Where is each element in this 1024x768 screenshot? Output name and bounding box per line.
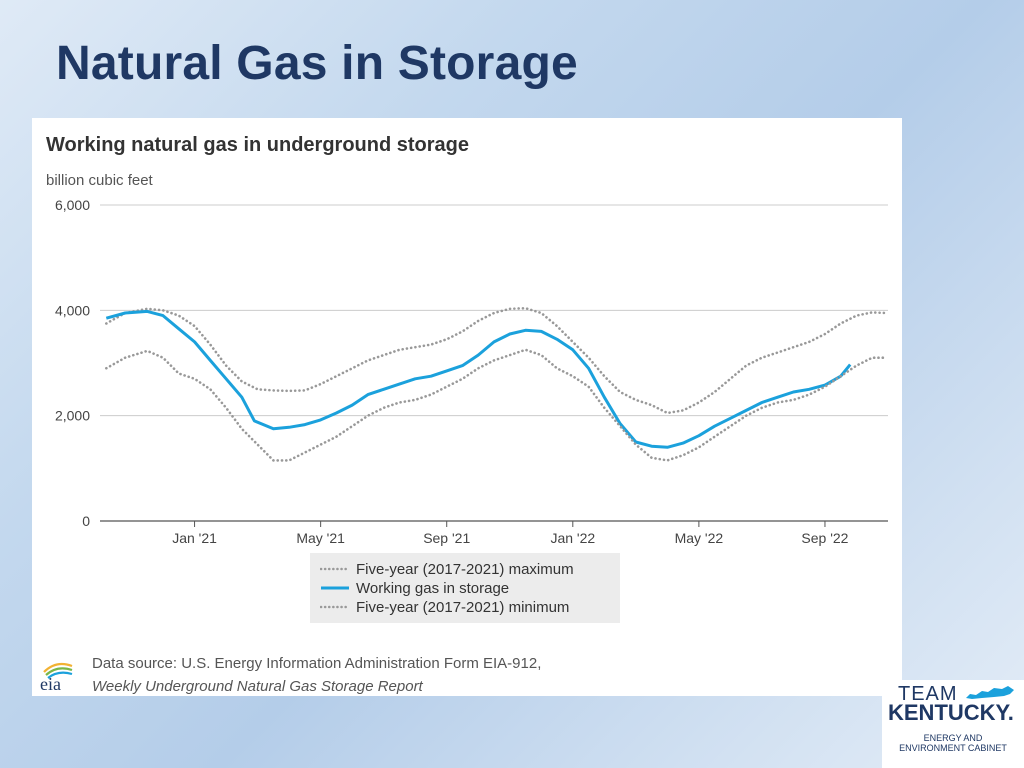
slide-title: Natural Gas in Storage (56, 37, 578, 90)
x-tick-label: Jan '22 (550, 530, 595, 546)
series-line-working-gas (105, 309, 852, 449)
logo-kentucky-text: KENTUCKY. (888, 700, 1014, 725)
legend-swatch-dotted (320, 567, 350, 571)
series-line-five-year-minimum (105, 348, 887, 462)
legend-item-minimum: Five-year (2017-2021) minimum (320, 598, 569, 616)
y-tick-label: 0 (82, 513, 90, 529)
storage-line-chart: 0 2,000 4,000 6,000 Jan '21 May '21 Sep '21 Jan… (55, 197, 888, 546)
legend-label-minimum: Five-year (2017-2021) minimum (356, 598, 570, 616)
chart-unit-label: billion cubic feet (46, 172, 153, 189)
x-tick-label: Jan '21 (172, 530, 217, 546)
y-tick-label: 4,000 (55, 302, 90, 318)
x-tick-label: May '22 (675, 530, 724, 546)
eia-logo: eia (40, 662, 73, 692)
eia-logo-text: eia (40, 674, 61, 692)
legend-item-working-gas: Working gas in storage (320, 579, 509, 597)
source-report-name: Weekly Underground Natural Gas Storage R… (92, 678, 423, 695)
chart-panel: 0 2,000 4,000 6,000 Jan '21 May '21 Sep '21 Jan… (32, 118, 902, 696)
y-tick-label: 6,000 (55, 197, 90, 213)
legend-item-maximum: Five-year (2017-2021) maximum (320, 560, 574, 578)
x-tick-label: May '21 (296, 530, 345, 546)
x-tick-label: Sep '22 (801, 530, 848, 546)
team-kentucky-logo: TEAM KENTUCKY. ENERGY AND ENVIRONMENT CA… (882, 680, 1024, 768)
chart-title: Working natural gas in underground stora… (46, 134, 469, 156)
y-tick-label: 2,000 (55, 408, 90, 424)
chart-legend: Five-year (2017-2021) maximum Working ga… (310, 553, 620, 623)
x-tick-label: Sep '21 (423, 530, 470, 546)
source-note: Data source: U.S. Energy Information Adm… (92, 655, 542, 672)
legend-swatch-solid (321, 586, 349, 590)
kentucky-state-icon (966, 686, 1014, 699)
legend-swatch-dotted (320, 605, 350, 609)
logo-subtitle-line1: ENERGY AND (923, 733, 983, 743)
legend-label-maximum: Five-year (2017-2021) maximum (356, 560, 574, 578)
logo-subtitle-line2: ENVIRONMENT CABINET (899, 743, 1007, 753)
legend-label-working-gas: Working gas in storage (356, 579, 510, 597)
series-line-five-year-maximum (105, 306, 887, 415)
logo-team-text: TEAM (898, 683, 958, 705)
